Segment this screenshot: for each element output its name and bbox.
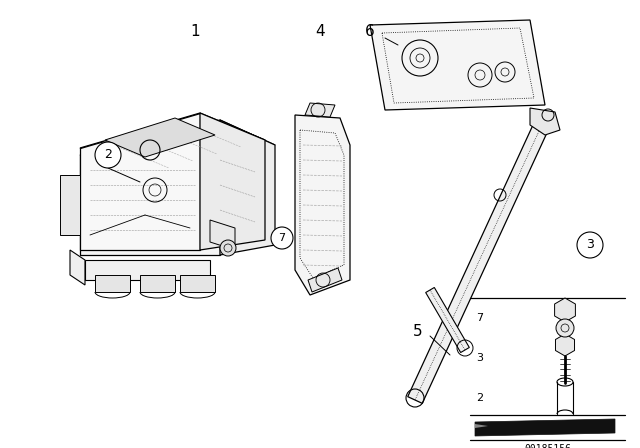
Polygon shape	[80, 155, 220, 255]
Text: 6: 6	[365, 25, 375, 39]
Polygon shape	[370, 20, 545, 110]
Polygon shape	[200, 113, 265, 250]
Polygon shape	[95, 275, 130, 292]
Polygon shape	[220, 120, 275, 255]
Text: 3: 3	[477, 353, 483, 363]
Circle shape	[271, 227, 293, 249]
Polygon shape	[556, 334, 575, 356]
Polygon shape	[295, 115, 350, 295]
Polygon shape	[85, 260, 210, 280]
Text: 2: 2	[476, 393, 484, 403]
Polygon shape	[308, 268, 342, 292]
Polygon shape	[426, 288, 469, 353]
Polygon shape	[475, 424, 488, 428]
Polygon shape	[80, 120, 275, 180]
Polygon shape	[60, 175, 80, 235]
Polygon shape	[305, 103, 335, 117]
Polygon shape	[80, 113, 265, 175]
Polygon shape	[475, 419, 615, 436]
Text: 3: 3	[586, 238, 594, 251]
Text: 7: 7	[476, 313, 484, 323]
Polygon shape	[70, 250, 85, 285]
Polygon shape	[180, 275, 215, 292]
Text: 4: 4	[315, 25, 325, 39]
Text: 5: 5	[413, 324, 423, 340]
Polygon shape	[555, 298, 575, 322]
Circle shape	[577, 232, 603, 258]
Text: 7: 7	[278, 233, 285, 243]
Circle shape	[220, 240, 236, 256]
Text: 2: 2	[104, 148, 112, 161]
Polygon shape	[140, 275, 175, 292]
Polygon shape	[408, 115, 552, 403]
Polygon shape	[80, 113, 200, 250]
Circle shape	[95, 142, 121, 168]
Polygon shape	[530, 108, 560, 135]
Text: 00185156: 00185156	[524, 444, 571, 448]
Polygon shape	[105, 118, 215, 157]
Polygon shape	[210, 220, 235, 250]
Circle shape	[556, 319, 574, 337]
Text: 1: 1	[190, 25, 200, 39]
